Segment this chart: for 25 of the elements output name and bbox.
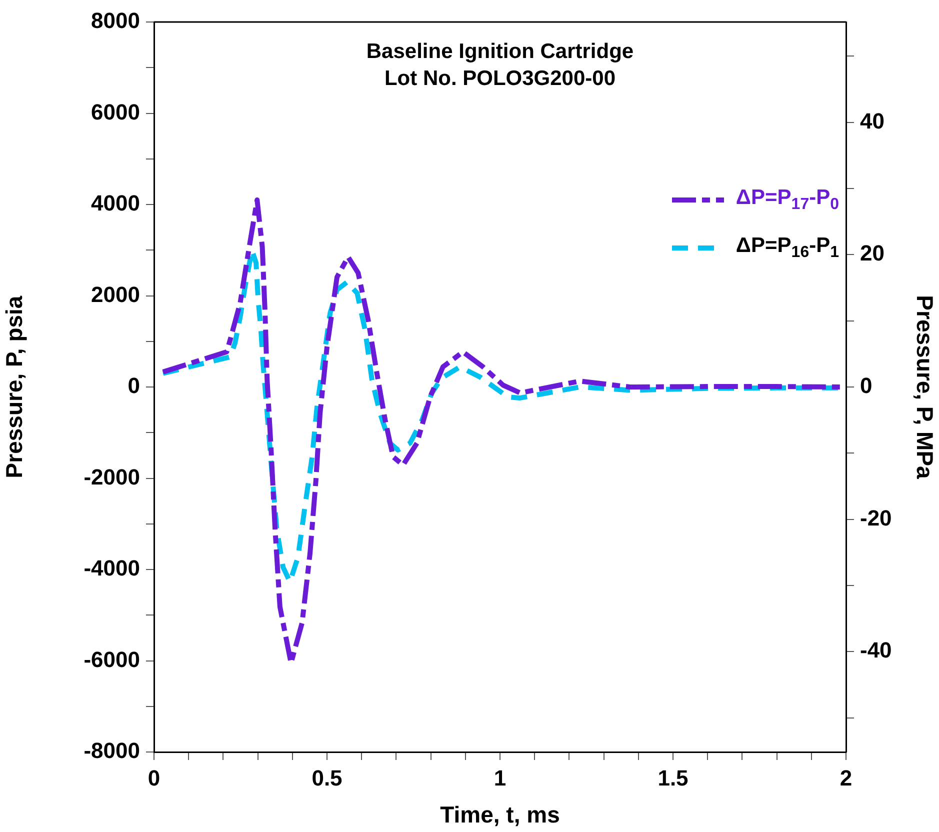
x-tick-label: 2 bbox=[840, 765, 852, 790]
y2-tick-label: 0 bbox=[860, 373, 872, 398]
y-tick-label: -8000 bbox=[84, 738, 140, 764]
y-tick-label: 8000 bbox=[91, 8, 140, 34]
y2-tick-label: -40 bbox=[860, 638, 892, 663]
y-tick-label: -6000 bbox=[84, 646, 140, 672]
x-tick-label: 0.5 bbox=[312, 765, 342, 790]
y2-tick-label: -20 bbox=[860, 505, 892, 530]
y-tick-label: 4000 bbox=[91, 190, 140, 216]
x-tick-label: 1 bbox=[494, 765, 506, 790]
y2-tick-label: 40 bbox=[860, 108, 884, 134]
y2-tick-label: 20 bbox=[860, 240, 884, 266]
y2-axis-title: Pressure, P, MPa bbox=[912, 295, 938, 480]
y-tick-label: -2000 bbox=[84, 464, 140, 490]
legend-label: ΔP=P$_{17}$-P$_{0}$ bbox=[736, 186, 839, 214]
y-tick-label: 6000 bbox=[91, 99, 140, 124]
x-tick-label: 0 bbox=[148, 765, 160, 790]
y-tick-label: -4000 bbox=[84, 556, 140, 581]
x-axis-title: Time, t, ms bbox=[440, 802, 560, 828]
y-tick-label: 0 bbox=[128, 373, 140, 398]
y-tick-label: 2000 bbox=[91, 282, 140, 307]
legend-label: ΔP=P$_{16}$-P$_{1}$ bbox=[736, 234, 839, 262]
text: Baseline Ignition Cartridge Lot No. POLO3G200-00 bbox=[365, 39, 635, 92]
x-tick-label: 1.5 bbox=[658, 765, 688, 790]
y-axis-title: Pressure, P, psia bbox=[1, 296, 28, 478]
